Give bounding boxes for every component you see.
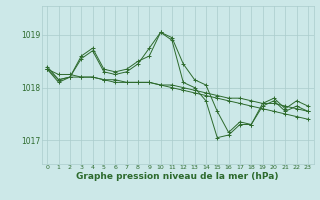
X-axis label: Graphe pression niveau de la mer (hPa): Graphe pression niveau de la mer (hPa) xyxy=(76,172,279,181)
